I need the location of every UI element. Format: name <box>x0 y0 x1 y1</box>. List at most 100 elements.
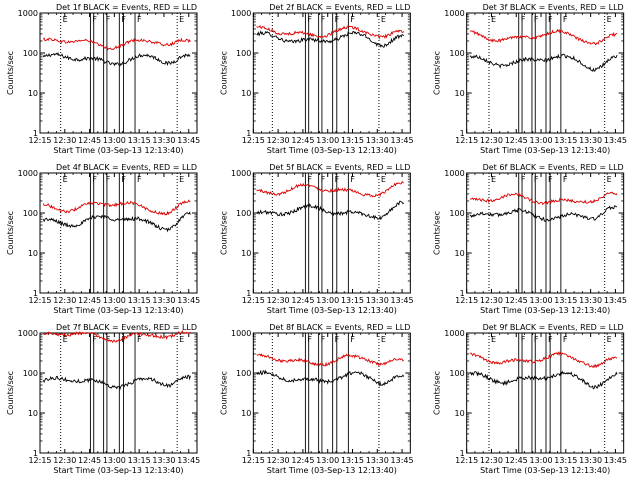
x-tick-label: 12:45 <box>78 456 101 465</box>
marker-label: F <box>106 335 111 344</box>
series-line-lld <box>469 28 618 46</box>
x-tick-label: 13:45 <box>604 136 627 145</box>
x-tick-label: 13:15 <box>554 296 577 305</box>
marker-label: E <box>607 335 612 344</box>
marker-label: F <box>321 335 326 344</box>
x-tick-label: 13:45 <box>604 456 627 465</box>
x-tick-label: 12:15 <box>28 296 51 305</box>
y-tick-label: 1000 <box>18 9 38 18</box>
y-tick-label: 1000 <box>18 329 38 338</box>
x-tick-label: 12:30 <box>267 136 290 145</box>
series-line-lld <box>469 351 618 369</box>
x-tick-label: 12:30 <box>53 296 76 305</box>
marker-label: E <box>179 15 184 24</box>
y-tick-label: 1 <box>33 449 38 458</box>
x-tick-label: 12:15 <box>242 296 265 305</box>
x-tick-label: 12:45 <box>291 296 314 305</box>
x-axis-label: Start Time (03-Sep-13 12:13:40) <box>53 146 183 155</box>
marker-label: E <box>381 175 386 184</box>
chart-title: Det 4f BLACK = Events, RED = LLD <box>56 163 197 172</box>
x-tick-label: 12:45 <box>291 456 314 465</box>
chart-title: Det 1f BLACK = Events, RED = LLD <box>56 3 197 12</box>
x-tick-label: 13:00 <box>103 296 126 305</box>
y-axis-label: Counts/sec <box>219 51 228 95</box>
marker-label: F <box>92 335 97 344</box>
x-tick-label: 12:45 <box>291 136 314 145</box>
y-tick-label: 1000 <box>231 169 251 178</box>
marker-label: E <box>607 175 612 184</box>
y-tick-label: 1 <box>246 129 251 138</box>
x-tick-label: 12:15 <box>242 136 265 145</box>
marker-label: F <box>307 15 312 24</box>
chart-panel-4: Det 4f BLACK = Events, RED = LLD Counts/s… <box>6 163 200 315</box>
marker-label: F <box>521 15 526 24</box>
y-tick-label: 100 <box>236 209 251 218</box>
marker-label: F <box>106 175 111 184</box>
x-tick-label: 13:30 <box>366 456 389 465</box>
x-tick-label: 13:30 <box>152 136 175 145</box>
x-tick-label: 13:00 <box>316 296 339 305</box>
plot-frame <box>466 172 625 294</box>
y-tick-label: 100 <box>449 369 464 378</box>
marker-label: E <box>63 335 68 344</box>
marker-label: F <box>137 15 142 24</box>
series-line-lld <box>42 37 191 51</box>
marker-label: E <box>381 335 386 344</box>
y-tick-label: 10 <box>454 89 464 98</box>
x-tick-label: 12:30 <box>53 136 76 145</box>
x-tick-label: 13:45 <box>177 456 200 465</box>
x-axis-label: Start Time (03-Sep-13 12:13:40) <box>267 146 397 155</box>
y-axis-label: Counts/sec <box>433 51 442 95</box>
marker-label: F <box>106 15 111 24</box>
x-tick-label: 12:30 <box>267 296 290 305</box>
x-tick-label: 12:15 <box>455 296 478 305</box>
x-tick-label: 13:30 <box>366 136 389 145</box>
plot-frame <box>39 12 198 134</box>
x-tick-label: 13:00 <box>530 296 553 305</box>
y-axis-label: Counts/sec <box>433 371 442 415</box>
x-tick-label: 13:15 <box>128 296 151 305</box>
chart-panel-1: Det 1f BLACK = Events, RED = LLD Counts/s… <box>6 3 200 155</box>
y-tick-label: 10 <box>454 409 464 418</box>
y-tick-label: 1000 <box>231 329 251 338</box>
x-axis-label: Start Time (03-Sep-13 12:13:40) <box>267 466 397 475</box>
x-tick-label: 12:45 <box>505 296 528 305</box>
chart-panel-9: Det 9f BLACK = Events, RED = LLD Counts/s… <box>433 323 627 475</box>
y-tick-label: 1 <box>460 449 465 458</box>
y-axis-label: Counts/sec <box>6 371 15 415</box>
x-tick-label: 12:30 <box>267 456 290 465</box>
y-tick-label: 1000 <box>231 9 251 18</box>
x-axis-label: Start Time (03-Sep-13 12:13:40) <box>267 306 397 315</box>
marker-label: F <box>307 175 312 184</box>
x-axis-label: Start Time (03-Sep-13 12:13:40) <box>53 306 183 315</box>
marker-label: F <box>534 15 539 24</box>
series-line-events <box>469 53 618 72</box>
y-tick-label: 1000 <box>444 9 464 18</box>
x-tick-label: 13:15 <box>128 136 151 145</box>
marker-label: F <box>534 175 539 184</box>
marker-label: F <box>137 175 142 184</box>
x-tick-label: 12:15 <box>28 456 51 465</box>
y-tick-label: 10 <box>28 89 38 98</box>
plot-frame <box>466 332 625 454</box>
x-tick-label: 13:00 <box>316 456 339 465</box>
series-line-lld <box>256 25 405 40</box>
marker-label: F <box>321 175 326 184</box>
y-axis-label: Counts/sec <box>219 371 228 415</box>
chart-title: Det 7f BLACK = Events, RED = LLD <box>56 323 197 332</box>
x-tick-label: 13:45 <box>391 456 414 465</box>
x-tick-label: 12:15 <box>242 456 265 465</box>
x-tick-label: 12:30 <box>480 456 503 465</box>
y-tick-label: 100 <box>449 49 464 58</box>
marker-label: F <box>350 335 355 344</box>
marker-label: E <box>179 335 184 344</box>
x-tick-label: 13:15 <box>554 136 577 145</box>
chart-title: Det 5f BLACK = Events, RED = LLD <box>269 163 410 172</box>
chart-panel-2: Det 2f BLACK = Events, RED = LLD Counts/s… <box>219 3 413 155</box>
y-tick-label: 1000 <box>18 169 38 178</box>
x-tick-label: 13:45 <box>177 296 200 305</box>
x-tick-label: 13:00 <box>316 136 339 145</box>
y-tick-label: 100 <box>236 49 251 58</box>
y-tick-label: 1 <box>33 129 38 138</box>
series-line-events <box>42 374 191 390</box>
